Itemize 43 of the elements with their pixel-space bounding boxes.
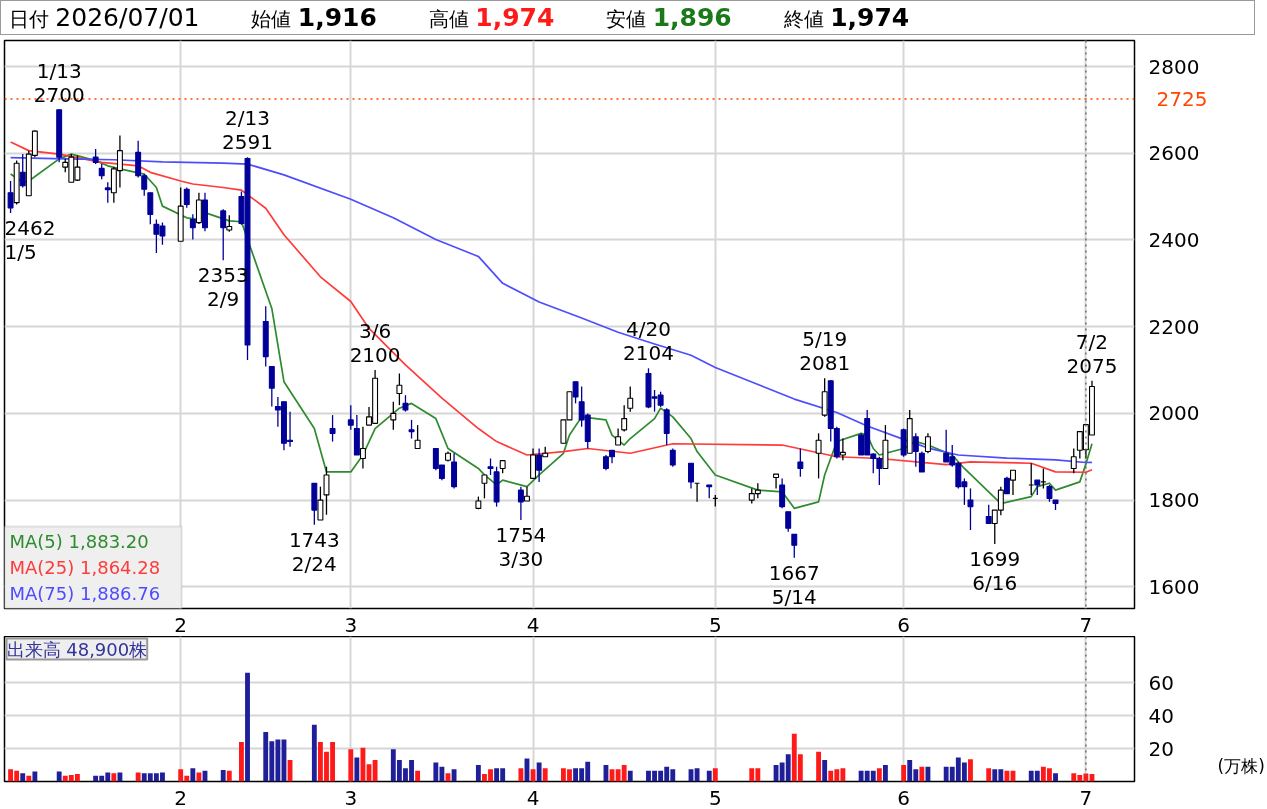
x-tick-label: 5 (708, 785, 722, 809)
x-tick-label: 6 (897, 785, 911, 809)
annotation: 1743 2/24 (288, 527, 340, 576)
annotation: 5/19 2081 (799, 327, 851, 376)
x-tick-label: 7 (1079, 785, 1093, 809)
text: 始値 1,916 (251, 2, 377, 32)
y-tick-label: 40 (1148, 703, 1174, 728)
annotation: 1/13 2700 (33, 58, 85, 107)
y-tick-label: 1600 (1148, 574, 1200, 599)
x-tick-label: 4 (526, 785, 540, 809)
y-axis-title: (万株) (1217, 755, 1265, 776)
annotation: 2462 1/5 (4, 216, 56, 265)
chart-title: 出来高 48,900株 (6, 638, 148, 660)
text: 高値 1,974 (428, 2, 555, 32)
x-tick-label: 3 (344, 785, 358, 809)
x-tick-label: 2 (174, 785, 188, 809)
y-tick-label: 2200 (1148, 314, 1200, 339)
y-tick-label: 2800 (1148, 54, 1200, 79)
x-tick-label: 5 (708, 612, 722, 637)
y-tick-label: 2600 (1148, 141, 1200, 166)
annotation: 1754 3/30 (495, 523, 547, 572)
y-tick-label: 1800 (1148, 488, 1200, 513)
annotation: 2/13 2591 (222, 106, 273, 155)
x-tick-label: 3 (344, 612, 358, 637)
x-tick-label: 2 (174, 612, 188, 637)
text: 終値 1,974 (783, 2, 910, 32)
annotation: 1667 5/14 (768, 560, 820, 609)
annotation: 4/20 2104 (623, 317, 674, 366)
y-tick-label: 20 (1148, 736, 1174, 761)
text: MA(75) 1,886.76 (9, 583, 161, 604)
y-tick-label: 2400 (1148, 227, 1200, 252)
text: 日付 2026/07/01 (9, 2, 200, 32)
y-tick-label: 2000 (1148, 401, 1200, 426)
x-tick-label: 7 (1079, 612, 1093, 637)
x-tick-label: 4 (526, 612, 540, 637)
annotation: 1699 6/16 (969, 546, 1021, 595)
annotation: 7/2 2075 (1066, 329, 1118, 378)
text: MA(25) 1,864.28 (9, 557, 161, 578)
x-tick-label: 6 (897, 612, 911, 637)
ref-line-label: 2725 (1156, 87, 1208, 112)
text: 安値 1,896 (606, 2, 732, 32)
text: MA(5) 1,883.20 (9, 531, 149, 552)
y-tick-label: 60 (1148, 670, 1174, 695)
